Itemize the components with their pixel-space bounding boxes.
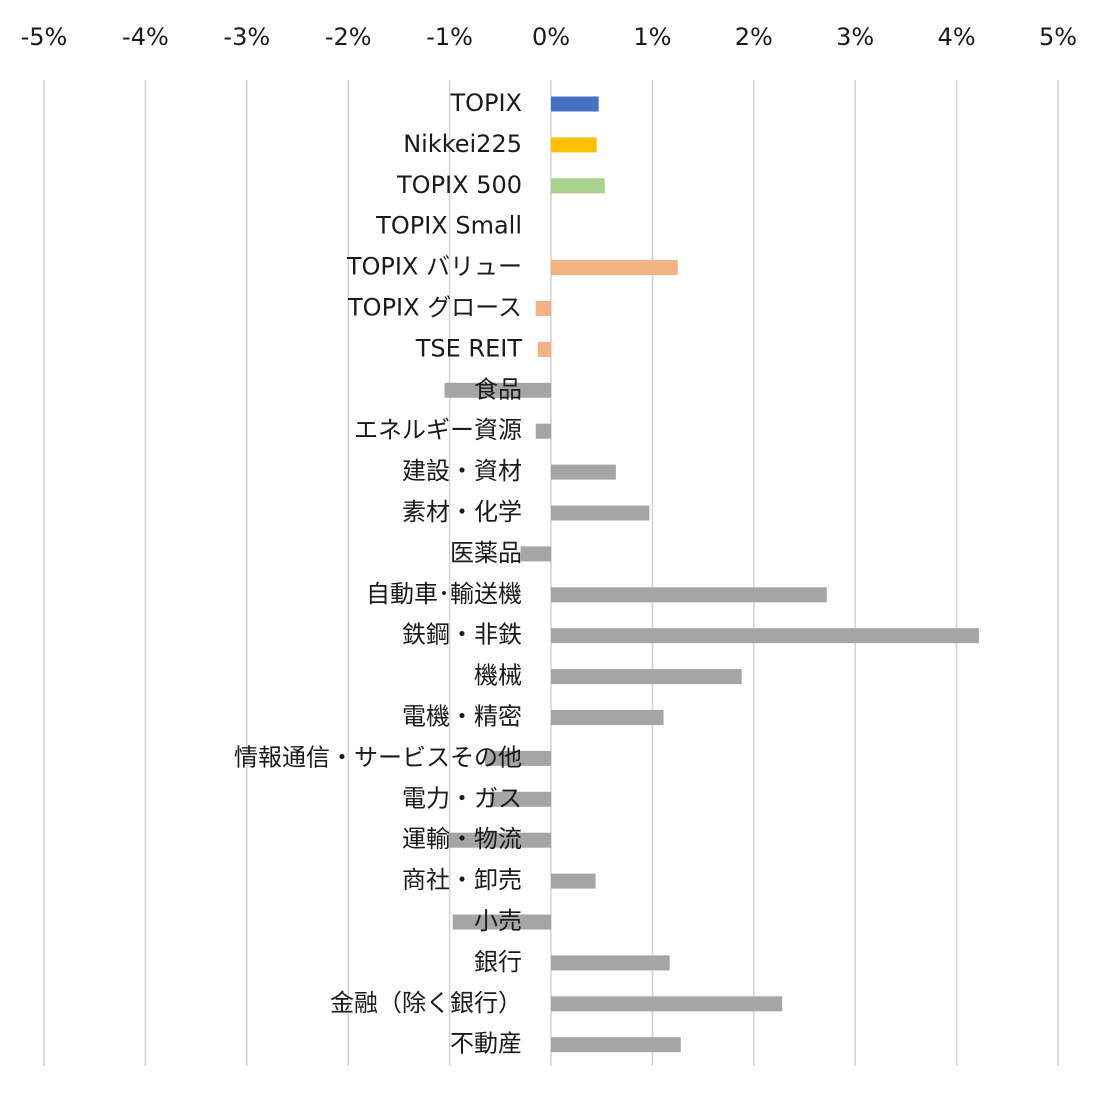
bar — [551, 628, 979, 644]
bar — [485, 750, 551, 766]
x-axis-ticks: -5% -4% -3% -2% -1% 0% 1% 2% 3% 4% 5% — [21, 23, 1077, 51]
bar — [551, 260, 678, 276]
category-label: 小売 — [474, 907, 522, 935]
category-label: 医薬品 — [450, 539, 522, 567]
bar — [551, 669, 742, 685]
x-tick-label: -4% — [122, 23, 169, 51]
x-tick-label: 0% — [532, 23, 570, 51]
category-label: Nikkei225 — [403, 130, 522, 158]
category-label: TSE REIT — [415, 334, 523, 362]
bar — [537, 341, 551, 357]
category-label: 電機・精密 — [402, 703, 522, 731]
x-tick-label: 4% — [938, 23, 976, 51]
bar — [551, 1037, 681, 1053]
bar — [549, 219, 551, 235]
bar — [452, 914, 551, 930]
category-label: 機械 — [474, 662, 522, 690]
category-label: 自動車･輸送機 — [366, 580, 522, 608]
bar — [520, 546, 551, 562]
category-label: 運輸・物流 — [402, 825, 522, 853]
category-label: TOPIX グロース — [347, 294, 522, 322]
category-label: 素材・化学 — [402, 498, 522, 526]
bar — [551, 178, 605, 194]
bar — [551, 955, 670, 971]
bar — [551, 505, 650, 521]
x-tick-label: -1% — [426, 23, 473, 51]
category-label: TOPIX Small — [375, 212, 522, 240]
category-label: TOPIX 500 — [396, 171, 522, 199]
category-label: エネルギー資源 — [354, 416, 522, 444]
bar — [490, 791, 551, 807]
category-label: 食品 — [474, 375, 522, 403]
bar — [551, 464, 616, 480]
category-label: TOPIX バリュー — [346, 253, 522, 281]
category-label: 鉄鋼・非鉄 — [402, 621, 522, 649]
x-tick-label: 1% — [633, 23, 671, 51]
bar — [535, 301, 551, 316]
category-label: 情報通信・サービスその他 — [234, 743, 522, 771]
bar — [447, 832, 551, 848]
category-label: 不動産 — [450, 1030, 522, 1058]
gridlines — [43, 80, 1059, 1066]
category-labels: TOPIX Nikkei225 TOPIX 500 TOPIX Small TOPIX … — [234, 89, 522, 1058]
category-label: 電力・ガス — [402, 784, 522, 812]
category-label: 銀行 — [474, 948, 522, 976]
bars — [444, 96, 979, 1053]
x-tick-label: 3% — [836, 23, 874, 51]
category-label: TOPIX — [449, 89, 522, 117]
x-tick-label: -2% — [325, 23, 372, 51]
bar — [551, 137, 597, 153]
x-tick-label: -3% — [223, 23, 270, 51]
category-label: 建設・資材 — [402, 457, 522, 485]
bar — [551, 996, 783, 1012]
x-tick-label: 2% — [735, 23, 773, 51]
bar — [551, 96, 599, 112]
bar — [551, 873, 596, 889]
bar — [551, 710, 664, 725]
bar — [551, 587, 827, 603]
bar — [444, 382, 551, 398]
bar — [535, 423, 551, 439]
x-tick-label: 5% — [1039, 23, 1077, 51]
category-label: 金融（除く銀行） — [330, 989, 522, 1017]
category-label: 商社・卸売 — [402, 866, 522, 894]
x-tick-label: -5% — [21, 23, 68, 51]
